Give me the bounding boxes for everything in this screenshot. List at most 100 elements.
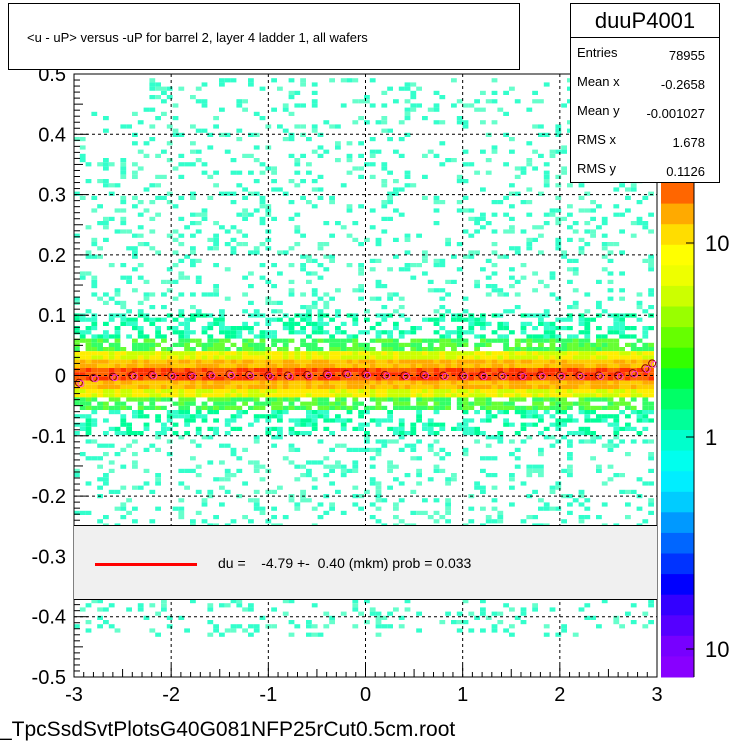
density-cell (607, 380, 614, 385)
density-cell (375, 506, 382, 511)
density-cell (132, 355, 138, 360)
density-cell (387, 137, 393, 142)
density-cell (120, 359, 127, 364)
density-cell (468, 401, 475, 406)
density-cell (462, 397, 469, 402)
density-cell (155, 435, 161, 440)
density-cell (329, 431, 335, 436)
density-cell (485, 321, 492, 326)
density-cell (410, 368, 417, 373)
density-cell (306, 410, 312, 415)
density-cell (393, 187, 399, 192)
density-cell (143, 615, 150, 620)
density-cell (259, 242, 266, 247)
density-cell (155, 376, 161, 381)
density-cell (103, 477, 109, 482)
density-cell (503, 368, 509, 373)
density-cell (346, 359, 353, 364)
density-cell (108, 342, 115, 347)
density-cell (427, 149, 434, 154)
density-cell (288, 216, 295, 221)
density-cell (520, 321, 527, 326)
palette-swatch (661, 491, 694, 513)
density-cell (288, 368, 295, 373)
density-cell (172, 250, 179, 255)
density-cell (503, 418, 509, 423)
density-cell (625, 380, 631, 385)
density-cell (213, 246, 219, 251)
density-cell (294, 162, 301, 167)
density-cell (613, 393, 620, 398)
density-cell (509, 149, 515, 154)
density-cell (509, 372, 515, 377)
density-cell (161, 195, 167, 200)
density-cell (224, 376, 231, 381)
density-cell (433, 309, 440, 314)
density-cell (126, 229, 132, 234)
density-cell (468, 431, 475, 436)
density-cell (648, 359, 654, 364)
profile-point-alt (597, 373, 605, 380)
density-cell (526, 342, 533, 347)
density-cell (329, 368, 335, 373)
density-cell (195, 489, 202, 494)
density-cell (590, 615, 596, 620)
stats-value: 0.1126 (666, 164, 705, 179)
density-cell (497, 405, 504, 410)
density-cell (584, 208, 591, 213)
density-cell (323, 624, 330, 629)
density-cell (91, 284, 98, 289)
density-cell (648, 603, 654, 608)
density-cell (503, 380, 509, 385)
density-cell (567, 78, 573, 83)
density-cell (282, 368, 289, 373)
density-cell (567, 389, 573, 394)
density-cell (526, 393, 533, 398)
density-cell (195, 229, 202, 234)
density-cell (242, 326, 248, 331)
density-cell (143, 447, 150, 452)
density-cell (514, 464, 521, 469)
density-cell (491, 284, 498, 289)
density-cell (514, 615, 521, 620)
density-cell (404, 380, 411, 385)
density-cell (137, 393, 144, 398)
density-cell (190, 384, 196, 389)
density-cell (393, 342, 399, 347)
density-cell (85, 342, 92, 347)
density-cell (137, 326, 144, 331)
density-cell (282, 326, 289, 331)
density-cell (149, 216, 156, 221)
density-cell (642, 611, 649, 616)
density-cell (445, 389, 451, 394)
density-cell (601, 397, 608, 402)
density-cell (120, 447, 127, 452)
density-cell (103, 237, 109, 242)
density-cell (642, 414, 649, 419)
density-cell (323, 300, 330, 305)
density-cell (230, 78, 237, 83)
density-cell (178, 384, 185, 389)
density-cell (410, 431, 417, 436)
density-cell (549, 271, 556, 276)
density-cell (433, 221, 440, 226)
density-cell (149, 95, 156, 100)
density-cell (404, 250, 411, 255)
density-cell (642, 195, 649, 200)
density-cell (190, 124, 196, 129)
density-cell (474, 410, 480, 415)
density-cell (468, 393, 475, 398)
density-cell (114, 489, 121, 494)
density-cell (166, 389, 173, 394)
density-cell (584, 401, 591, 406)
density-cell (578, 515, 585, 520)
density-cell (445, 384, 451, 389)
density-cell (329, 447, 335, 452)
density-cell (329, 372, 335, 377)
density-cell (259, 401, 266, 406)
density-cell (213, 397, 219, 402)
density-cell (103, 162, 109, 167)
density-cell (509, 624, 515, 629)
density-cell (352, 426, 359, 431)
density-cell (352, 460, 359, 465)
